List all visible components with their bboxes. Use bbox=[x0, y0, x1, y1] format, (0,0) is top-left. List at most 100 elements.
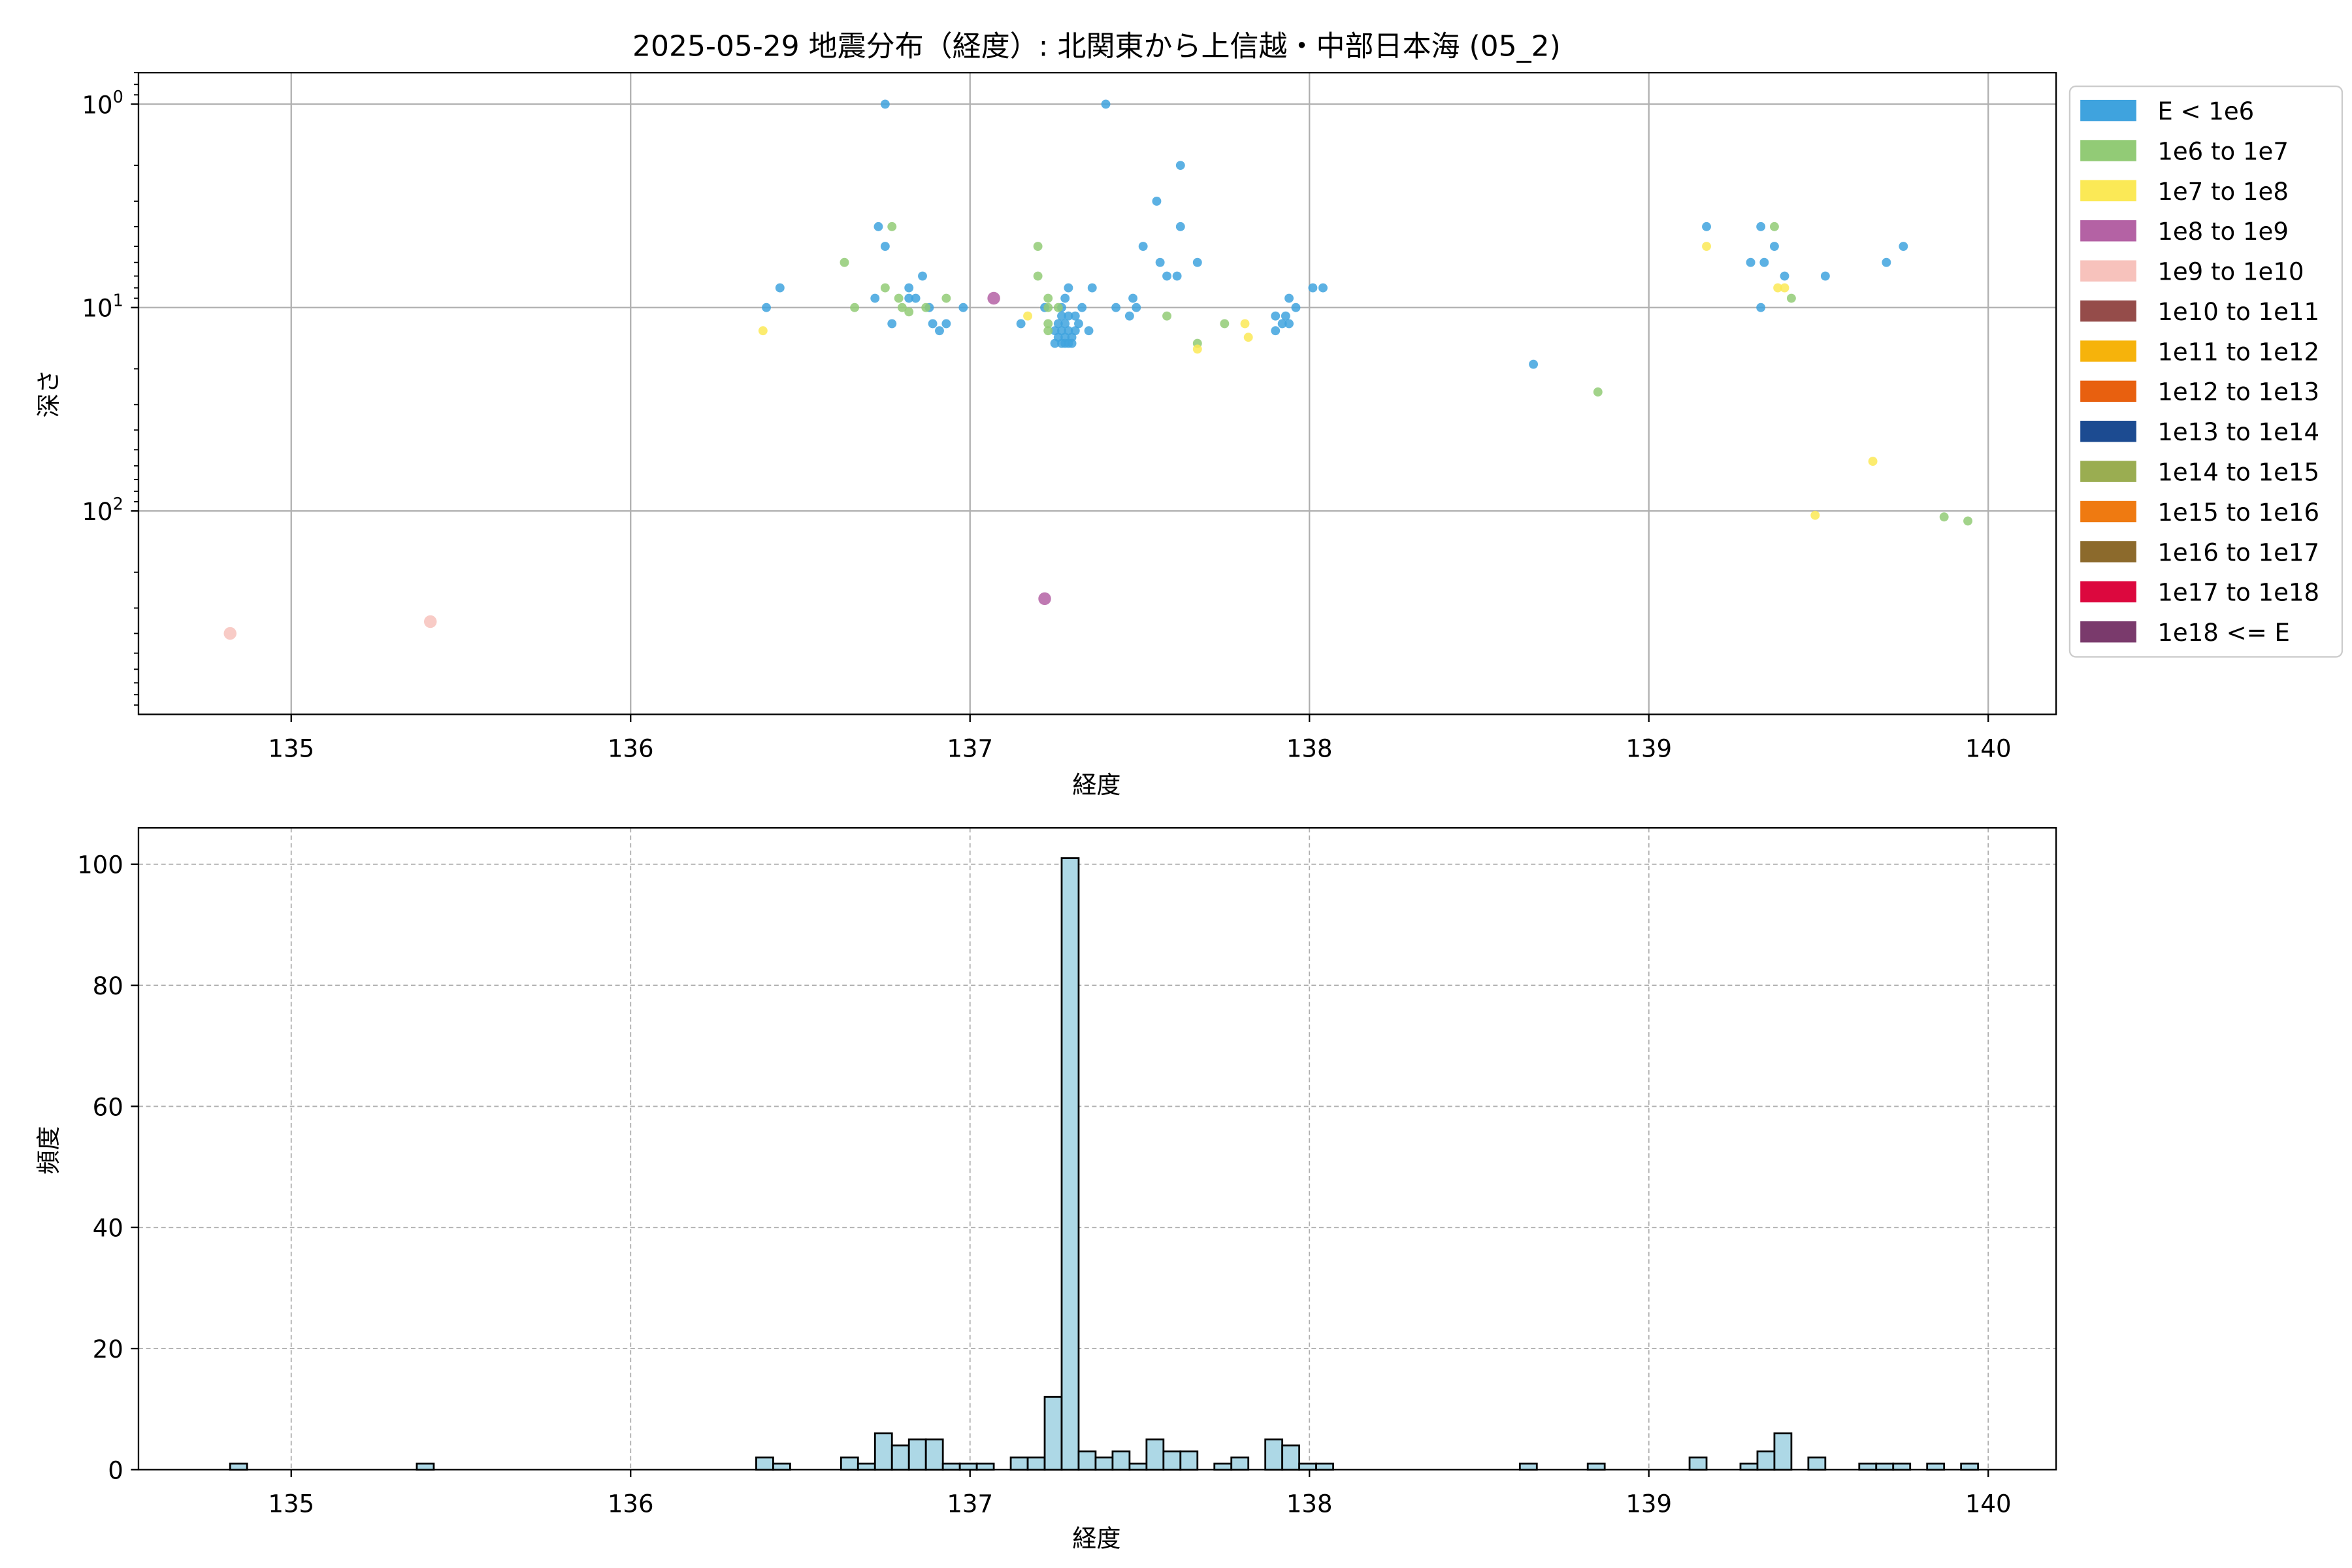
legend-swatch bbox=[2080, 99, 2136, 122]
scatter-point bbox=[1038, 592, 1051, 606]
legend-swatch bbox=[2080, 380, 2136, 402]
histogram-bar bbox=[1875, 1462, 1895, 1471]
scatter-plot-frame bbox=[137, 72, 2057, 715]
scatter-point bbox=[1529, 359, 1539, 369]
scatter-point bbox=[941, 293, 951, 303]
legend-swatch bbox=[2080, 220, 2136, 242]
scatter-point bbox=[1043, 293, 1053, 303]
scatter-title: 2025-05-29 地震分布（経度）: 北関東から上信越・中部日本海 (05_… bbox=[632, 30, 1561, 63]
scatter-point bbox=[904, 293, 914, 303]
legend-swatch bbox=[2080, 500, 2136, 523]
frequency-histogram-chart: 135 136 137 138 139 140 0 20 40 60 80 100 経度 頻度 bbox=[35, 827, 2057, 1553]
histogram-grid bbox=[138, 828, 2057, 1471]
scatter-point bbox=[1077, 302, 1087, 312]
histogram-axis-ticks: 135 136 137 138 139 140 0 20 40 60 80 100 bbox=[77, 851, 2011, 1518]
scatter-point bbox=[1162, 271, 1171, 281]
scatter-point bbox=[1111, 302, 1121, 312]
histogram-x-tick-label: 135 bbox=[268, 1490, 314, 1518]
scatter-point bbox=[1882, 257, 1891, 267]
scatter-point bbox=[1769, 221, 1779, 231]
scatter-point bbox=[1899, 242, 1908, 251]
scatter-point bbox=[1820, 271, 1830, 281]
scatter-point bbox=[1192, 257, 1202, 267]
histogram-bar bbox=[1518, 1462, 1538, 1471]
legend-label: 1e18 <= E bbox=[2157, 619, 2290, 647]
histogram-plot-frame bbox=[137, 827, 2057, 1471]
scatter-point bbox=[1318, 283, 1328, 293]
scatter-point bbox=[1702, 221, 1711, 231]
legend: E < 1e6 1e6 to 1e7 1e7 to 1e8 1e8 to 1e9 1e9… bbox=[2068, 85, 2344, 658]
legend-label: 1e16 to 1e17 bbox=[2157, 538, 2319, 566]
scatter-point bbox=[1023, 311, 1032, 321]
scatter-point bbox=[1243, 333, 1253, 342]
scatter-point bbox=[880, 242, 890, 251]
scatter-point bbox=[1138, 242, 1148, 251]
scatter-point bbox=[1043, 319, 1053, 329]
histogram-bar bbox=[1179, 1450, 1199, 1471]
scatter-point bbox=[941, 319, 951, 329]
scatter-point bbox=[1060, 338, 1070, 348]
scatter-point bbox=[1084, 326, 1094, 336]
scatter-point bbox=[1053, 302, 1063, 312]
histogram-bar bbox=[755, 1456, 774, 1471]
histogram-bar bbox=[958, 1462, 978, 1471]
histogram-x-tick-label: 137 bbox=[947, 1490, 993, 1518]
legend-frame bbox=[2068, 85, 2344, 658]
histogram-bar bbox=[1926, 1462, 1946, 1471]
histogram-bar bbox=[907, 1438, 927, 1471]
scatter-axis-ticks: 135 136 137 138 139 140 100 101 102 bbox=[82, 72, 2012, 762]
scatter-point bbox=[1132, 302, 1141, 312]
scatter-point bbox=[1172, 271, 1182, 281]
histogram-bar bbox=[1094, 1456, 1114, 1471]
scatter-point bbox=[223, 627, 237, 640]
scatter-points bbox=[223, 99, 1972, 640]
scatter-point bbox=[880, 99, 890, 109]
scatter-point bbox=[1043, 302, 1053, 312]
scatter-point bbox=[1064, 283, 1073, 293]
scatter-point bbox=[874, 221, 883, 231]
histogram-bar bbox=[857, 1462, 876, 1471]
histogram-bar bbox=[1230, 1456, 1250, 1471]
histogram-bar bbox=[1009, 1456, 1029, 1471]
scatter-point bbox=[1702, 242, 1711, 251]
legend-label: 1e6 to 1e7 bbox=[2157, 137, 2289, 165]
histogram-bars bbox=[229, 857, 1980, 1471]
legend-label: 1e9 to 1e10 bbox=[2157, 258, 2304, 286]
scatter-point bbox=[1271, 311, 1281, 321]
scatter-point bbox=[1033, 271, 1043, 281]
scatter-point bbox=[1070, 311, 1080, 321]
scatter-point bbox=[1240, 319, 1250, 329]
legend-label: 1e15 to 1e16 bbox=[2157, 498, 2319, 527]
scatter-point bbox=[1016, 319, 1026, 329]
scatter-point bbox=[1868, 457, 1878, 466]
histogram-bar bbox=[1281, 1444, 1301, 1471]
histogram-y-tick-label: 40 bbox=[93, 1215, 123, 1243]
scatter-x-tick-label: 136 bbox=[608, 734, 654, 762]
histogram-bar bbox=[1739, 1462, 1759, 1471]
scatter-point bbox=[1155, 257, 1165, 267]
legend-swatch bbox=[2080, 621, 2136, 643]
legend-label: 1e12 to 1e13 bbox=[2157, 378, 2319, 406]
scatter-point bbox=[1124, 311, 1134, 321]
histogram-bar bbox=[1315, 1462, 1334, 1471]
scatter-x-tick-label: 138 bbox=[1286, 734, 1333, 762]
histogram-bar bbox=[941, 1462, 961, 1471]
histogram-bar bbox=[1077, 1450, 1097, 1471]
histogram-y-tick-label: 20 bbox=[93, 1335, 123, 1364]
scatter-point bbox=[840, 257, 849, 267]
scatter-point bbox=[1067, 338, 1077, 348]
scatter-point bbox=[897, 302, 907, 312]
histogram-y-label: 頻度 bbox=[35, 1126, 63, 1175]
histogram-bar bbox=[975, 1462, 995, 1471]
scatter-point bbox=[1308, 283, 1318, 293]
scatter-point bbox=[1087, 283, 1097, 293]
scatter-point bbox=[904, 307, 914, 317]
histogram-bar bbox=[1060, 857, 1080, 1471]
histogram-y-tick-label: 100 bbox=[77, 851, 123, 879]
scatter-point bbox=[918, 271, 927, 281]
histogram-bar bbox=[1043, 1396, 1063, 1471]
legend-label: 1e17 to 1e18 bbox=[2157, 579, 2319, 607]
histogram-bar bbox=[1264, 1438, 1284, 1471]
histogram-x-tick-label: 136 bbox=[608, 1490, 654, 1518]
scatter-point bbox=[762, 302, 771, 312]
